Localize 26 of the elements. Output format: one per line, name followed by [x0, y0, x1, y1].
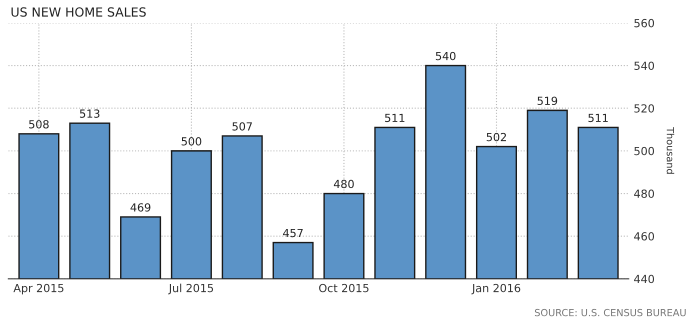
- y-axis-title: Thousand: [666, 127, 674, 174]
- chart-title: US NEW HOME SALES: [12, 7, 146, 17]
- data-label: 513: [80, 109, 100, 118]
- data-label: 469: [130, 203, 150, 212]
- y-tick-label: 520: [634, 104, 654, 113]
- data-label: 511: [588, 114, 608, 122]
- data-label: 540: [436, 52, 456, 60]
- data-label: 500: [182, 137, 202, 146]
- x-tick-label: Oct 2015: [319, 284, 368, 292]
- data-label: 502: [486, 132, 506, 142]
- data-label: 508: [29, 120, 49, 128]
- data-label: 480: [334, 180, 354, 188]
- y-tick-label: 460: [634, 232, 654, 241]
- source-note: SOURCE: U.S. CENSUS BUREAU: [534, 308, 686, 316]
- data-label: 507: [232, 122, 252, 131]
- x-tick-label: Jul 2015: [168, 284, 214, 294]
- y-tick-label: 440: [634, 274, 654, 284]
- data-label: 457: [283, 228, 303, 238]
- y-tick-label: 540: [634, 62, 654, 70]
- x-tick-label: Apr 2015: [13, 284, 64, 294]
- data-label: 519: [538, 96, 558, 106]
- x-tick-label: Jan 2016: [471, 284, 520, 294]
- data-label: 511: [385, 114, 404, 122]
- y-tick-label: 480: [634, 189, 654, 198]
- y-tick-label: 500: [634, 146, 654, 156]
- y-tick-label: 560: [634, 18, 654, 28]
